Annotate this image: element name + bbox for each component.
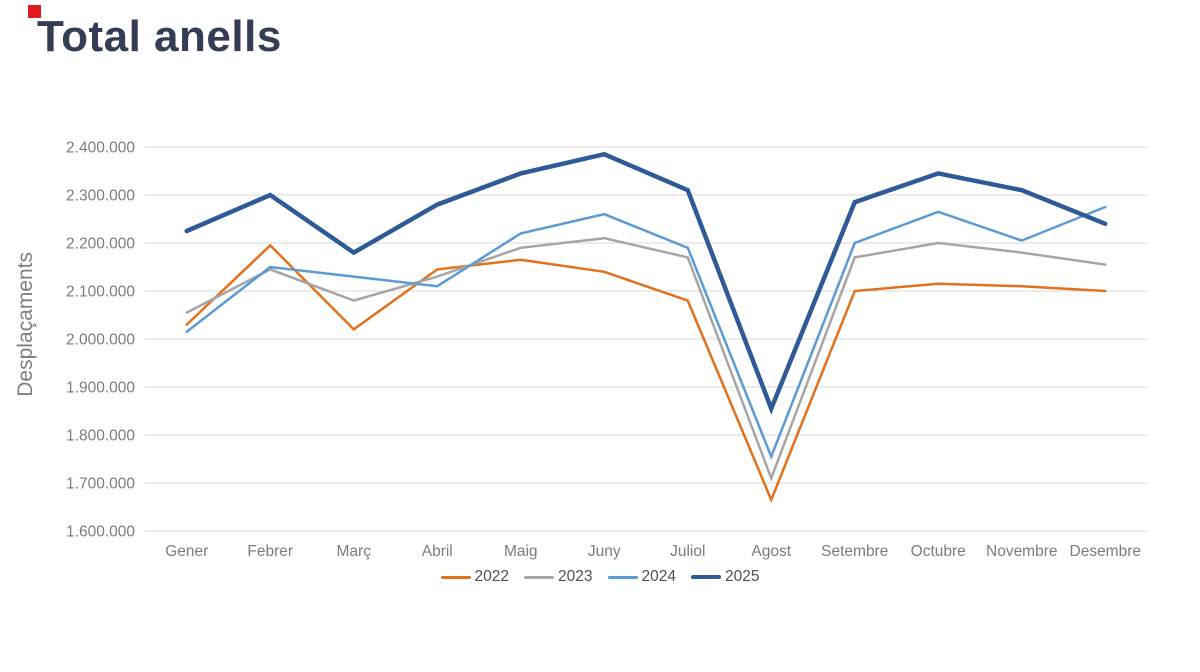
- x-tick-label: Abril: [422, 543, 453, 560]
- x-tick-label: Desembre: [1070, 543, 1142, 560]
- x-tick-label: Octubre: [911, 543, 966, 560]
- legend-swatch-2025: [690, 575, 721, 579]
- page-title: Total anells: [37, 12, 282, 61]
- legend-label: 2022: [474, 568, 510, 585]
- y-tick-label: 1.900.000: [66, 380, 135, 397]
- series-line-2025[interactable]: [184, 151, 1108, 415]
- y-tick-label: 1.600.000: [66, 524, 135, 541]
- legend-item-2025[interactable]: 2025: [690, 568, 760, 586]
- y-tick-label: 2.000.000: [66, 332, 135, 349]
- series-line-2022[interactable]: [185, 243, 1107, 504]
- legend-label: 2025: [724, 568, 760, 585]
- y-tick-label: 1.700.000: [66, 476, 135, 493]
- x-tick-label: Juny: [588, 543, 621, 560]
- x-tick-label: Febrer: [247, 543, 293, 560]
- series-line-2023[interactable]: [185, 236, 1107, 482]
- chart-legend: 2022 2023 2024 2025: [0, 568, 1200, 586]
- x-tick-label: Setembre: [821, 543, 888, 560]
- legend-swatch-2024: [607, 575, 638, 579]
- x-tick-label: Gener: [165, 543, 208, 560]
- x-tick-label: Juliol: [670, 543, 705, 560]
- x-tick-label: Maig: [504, 543, 538, 560]
- legend-swatch-2022: [440, 575, 471, 579]
- legend-label: 2023: [558, 568, 593, 585]
- legend-label: 2024: [641, 568, 676, 585]
- x-tick-label: Novembre: [986, 543, 1058, 560]
- y-tick-label: 2.400.000: [66, 140, 135, 157]
- x-tick-label: Agost: [751, 543, 791, 560]
- legend-item-2022[interactable]: 2022: [440, 568, 510, 586]
- y-tick-label: 2.200.000: [66, 236, 135, 253]
- y-tick-label: 1.800.000: [66, 428, 135, 445]
- legend-swatch-2023: [524, 575, 555, 579]
- y-tick-label: 2.100.000: [66, 284, 135, 301]
- series-line-2024[interactable]: [185, 205, 1107, 460]
- legend-item-2023[interactable]: 2023: [524, 568, 593, 586]
- x-tick-label: Març: [337, 543, 372, 560]
- y-tick-label: 2.300.000: [66, 188, 135, 205]
- legend-item-2024[interactable]: 2024: [607, 568, 676, 586]
- corner-mark: [28, 5, 41, 18]
